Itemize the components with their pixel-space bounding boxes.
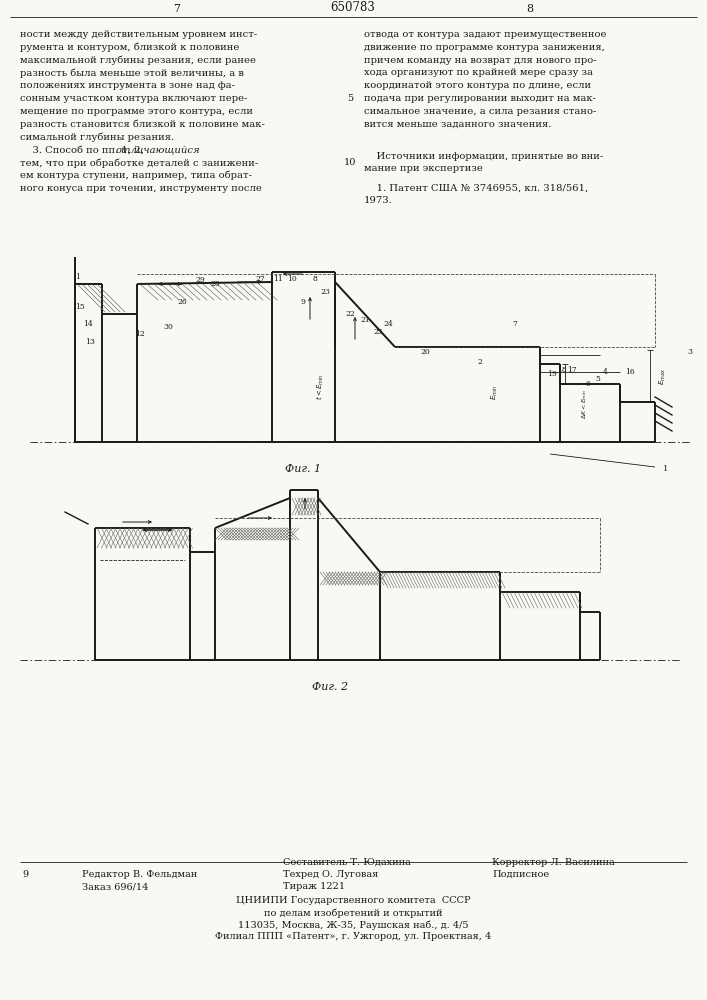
Text: симальной глубины резания.: симальной глубины резания. [20, 132, 174, 142]
Text: 12: 12 [135, 330, 145, 338]
Text: 30: 30 [163, 323, 173, 331]
Text: 9: 9 [22, 870, 28, 879]
Text: мание при экспертизе: мание при экспертизе [364, 164, 483, 173]
Text: 8: 8 [312, 275, 317, 283]
Text: ем контура ступени, например, типа обрат-: ем контура ступени, например, типа обрат… [20, 171, 252, 180]
Text: Составитель Т. Юдахина: Составитель Т. Юдахина [283, 858, 411, 867]
Text: вится меньше заданного значения.: вится меньше заданного значения. [364, 120, 551, 129]
Text: 25: 25 [373, 328, 383, 336]
Text: 21: 21 [360, 316, 370, 324]
Text: 15: 15 [75, 303, 85, 311]
Text: подача при регулировании выходит на мак-: подача при регулировании выходит на мак- [364, 94, 596, 103]
Text: ного конуса при точении, инструменту после: ного конуса при точении, инструменту пос… [20, 184, 262, 193]
Text: сонным участком контура включают пере-: сонным участком контура включают пере- [20, 94, 247, 103]
Text: 3. Способ по пп. 1, 2,: 3. Способ по пп. 1, 2, [20, 145, 147, 154]
Text: 28: 28 [210, 280, 220, 288]
Text: координатой этого контура по длине, если: координатой этого контура по длине, если [364, 81, 591, 90]
Text: 8: 8 [527, 4, 534, 14]
Text: Редактор В. Фельдман: Редактор В. Фельдман [82, 870, 197, 879]
Text: 3: 3 [687, 348, 692, 356]
Text: 14: 14 [83, 320, 93, 328]
Text: 18: 18 [557, 366, 567, 374]
Text: 29: 29 [195, 276, 205, 284]
Text: мещение по программе этого контура, если: мещение по программе этого контура, если [20, 107, 253, 116]
Text: Техред О. Луговая: Техред О. Луговая [283, 870, 378, 879]
Text: 10: 10 [287, 275, 297, 283]
Text: 5: 5 [347, 94, 353, 103]
Text: ности между действительным уровнем инст-: ности между действительным уровнем инст- [20, 30, 257, 39]
Text: Корректор Л. Василина: Корректор Л. Василина [492, 858, 615, 867]
Text: 19: 19 [547, 370, 557, 378]
Text: 22: 22 [345, 310, 355, 318]
Text: тем, что при обработке деталей с занижени-: тем, что при обработке деталей с занижен… [20, 158, 258, 167]
Text: ЦНИИПИ Государственного комитета  СССР: ЦНИИПИ Государственного комитета СССР [235, 896, 470, 905]
Text: $E_{min}$: $E_{min}$ [490, 384, 500, 400]
Text: отвода от контура задают преимущественное: отвода от контура задают преимущественно… [364, 30, 607, 39]
Text: румента и контуром, близкой к половине: румента и контуром, близкой к половине [20, 43, 240, 52]
Text: разность становится близкой к половине мак-: разность становится близкой к половине м… [20, 120, 265, 129]
Text: Подписное: Подписное [492, 870, 549, 879]
Text: 16: 16 [625, 368, 635, 376]
Text: 1: 1 [76, 273, 81, 281]
Text: 1: 1 [663, 465, 668, 473]
Text: $\Delta K < E_{min}$: $\Delta K < E_{min}$ [580, 389, 589, 419]
Text: причем команду на возврат для нового про-: причем команду на возврат для нового про… [364, 56, 597, 65]
Text: 7: 7 [173, 4, 180, 14]
Text: 11: 11 [273, 275, 283, 283]
Text: 24: 24 [383, 320, 393, 328]
Text: 650783: 650783 [331, 1, 375, 14]
Text: 6: 6 [585, 380, 590, 388]
Text: Фиг. 1: Фиг. 1 [285, 464, 321, 474]
Text: 7: 7 [513, 320, 518, 328]
Text: максимальной глубины резания, если ранее: максимальной глубины резания, если ранее [20, 56, 256, 65]
Text: 113035, Москва, Ж-35, Раушская наб., д. 4/5: 113035, Москва, Ж-35, Раушская наб., д. … [238, 920, 468, 930]
Text: 9: 9 [300, 298, 305, 306]
Text: 26: 26 [177, 298, 187, 306]
Text: по делам изобретений и открытий: по делам изобретений и открытий [264, 908, 443, 918]
Text: 1. Патент США № 3746955, кл. 318/561,: 1. Патент США № 3746955, кл. 318/561, [364, 184, 588, 193]
Text: 5: 5 [595, 375, 600, 383]
Text: движение по программе контура занижения,: движение по программе контура занижения, [364, 43, 605, 52]
Text: 27: 27 [255, 275, 265, 283]
Text: хода организуют по крайней мере сразу за: хода организуют по крайней мере сразу за [364, 68, 593, 77]
Text: отличающийся: отличающийся [116, 145, 201, 154]
Text: $t < E_{min}$: $t < E_{min}$ [315, 374, 326, 400]
Text: 23: 23 [320, 288, 330, 296]
Text: Тираж 1221: Тираж 1221 [283, 882, 345, 891]
Text: 17: 17 [567, 366, 577, 374]
Text: разность была меньше этой величины, а в: разность была меньше этой величины, а в [20, 68, 244, 78]
Text: Фиг. 2: Фиг. 2 [312, 682, 348, 692]
Text: положениях инструмента в зоне над фа-: положениях инструмента в зоне над фа- [20, 81, 235, 90]
Text: 13: 13 [85, 338, 95, 346]
Text: 4: 4 [602, 368, 607, 376]
Text: 1973.: 1973. [364, 196, 393, 205]
Text: симальное значение, а сила резания стано-: симальное значение, а сила резания стано… [364, 107, 597, 116]
Text: 2: 2 [477, 358, 482, 366]
Text: Источники информации, принятые во вни-: Источники информации, принятые во вни- [364, 152, 603, 161]
Text: $E_{max}$: $E_{max}$ [658, 367, 668, 385]
Text: 10: 10 [344, 158, 356, 167]
Text: Заказ 696/14: Заказ 696/14 [82, 882, 148, 891]
Text: Филиал ППП «Патент», г. Ужгород, ул. Проектная, 4: Филиал ППП «Патент», г. Ужгород, ул. Про… [215, 932, 491, 941]
Text: 20: 20 [420, 348, 430, 356]
